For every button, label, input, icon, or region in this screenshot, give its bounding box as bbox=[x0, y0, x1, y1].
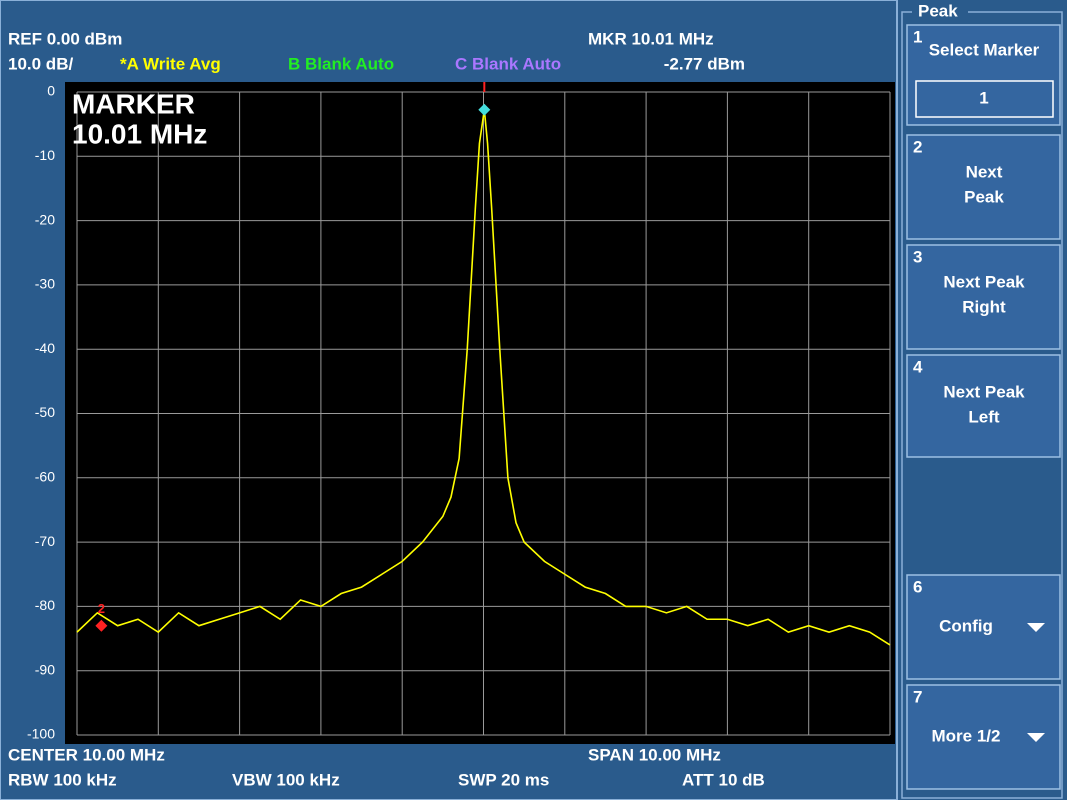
ref-level: REF 0.00 dBm bbox=[8, 29, 122, 48]
marker-level: -2.77 dBm bbox=[664, 54, 745, 73]
softkey-number: 1 bbox=[913, 27, 922, 46]
marker-label: 2 bbox=[98, 601, 105, 616]
softkey[interactable] bbox=[906, 134, 1061, 240]
y-tick-label: -40 bbox=[35, 340, 55, 356]
dropdown-arrow bbox=[1027, 733, 1045, 742]
softkey-number: 4 bbox=[913, 357, 923, 376]
span: SPAN 10.00 MHz bbox=[588, 745, 721, 764]
marker-annotation: 10.01 MHz bbox=[72, 118, 207, 149]
marker-select-value: 1 bbox=[979, 88, 988, 107]
y-tick-label: -30 bbox=[35, 276, 55, 292]
softkey-number: 7 bbox=[913, 687, 922, 706]
marker-frequency: MKR 10.01 MHz bbox=[588, 29, 714, 48]
trace-a: *A Write Avg bbox=[120, 54, 221, 73]
y-tick-label: -50 bbox=[35, 404, 55, 420]
y-tick-label: 0 bbox=[47, 83, 55, 99]
menu-frame bbox=[901, 11, 1063, 799]
sweep-time: SWP 20 ms bbox=[458, 770, 549, 789]
marker bbox=[95, 619, 108, 632]
softkey-label: Left bbox=[968, 407, 1000, 426]
softkey-number: 3 bbox=[913, 247, 922, 266]
y-tick-label: -90 bbox=[35, 661, 55, 677]
softkey-number: 2 bbox=[913, 137, 922, 156]
vbw: VBW 100 kHz bbox=[232, 770, 340, 789]
y-tick-label: -20 bbox=[35, 211, 55, 227]
softkey-label: More 1/2 bbox=[932, 726, 1001, 745]
y-tick-label: -60 bbox=[35, 469, 55, 485]
softkey-label: Next bbox=[966, 162, 1003, 181]
softkey-label: Select Marker bbox=[929, 40, 1040, 59]
display-frame bbox=[0, 0, 898, 800]
softkey[interactable] bbox=[906, 354, 1061, 458]
softkey-label: Config bbox=[939, 616, 993, 635]
y-tick-label: -10 bbox=[35, 147, 55, 163]
trace-b: B Blank Auto bbox=[288, 54, 394, 73]
y-tick-label: -70 bbox=[35, 533, 55, 549]
rbw: RBW 100 kHz bbox=[8, 770, 117, 789]
softkey-label: Right bbox=[962, 297, 1006, 316]
center-frequency: CENTER 10.00 MHz bbox=[8, 745, 165, 764]
menu-title-bg bbox=[912, 2, 968, 22]
softkey-label: Next Peak bbox=[943, 382, 1025, 401]
menu-title: Peak bbox=[918, 1, 958, 20]
softkey[interactable] bbox=[906, 244, 1061, 350]
y-tick-label: -100 bbox=[27, 726, 55, 742]
softkey-label: Next Peak bbox=[943, 272, 1025, 291]
marker bbox=[478, 103, 491, 116]
softkey-label: Peak bbox=[964, 187, 1004, 206]
scale: 10.0 dB/ bbox=[8, 54, 73, 73]
y-tick-label: -80 bbox=[35, 597, 55, 613]
dropdown-arrow bbox=[1027, 623, 1045, 632]
trace-c: C Blank Auto bbox=[455, 54, 561, 73]
attenuation: ATT 10 dB bbox=[682, 770, 765, 789]
softkey[interactable] bbox=[906, 24, 1061, 126]
marker-annotation: MARKER bbox=[72, 88, 195, 119]
softkey-number: 6 bbox=[913, 577, 922, 596]
marker-select-box[interactable] bbox=[915, 80, 1054, 118]
